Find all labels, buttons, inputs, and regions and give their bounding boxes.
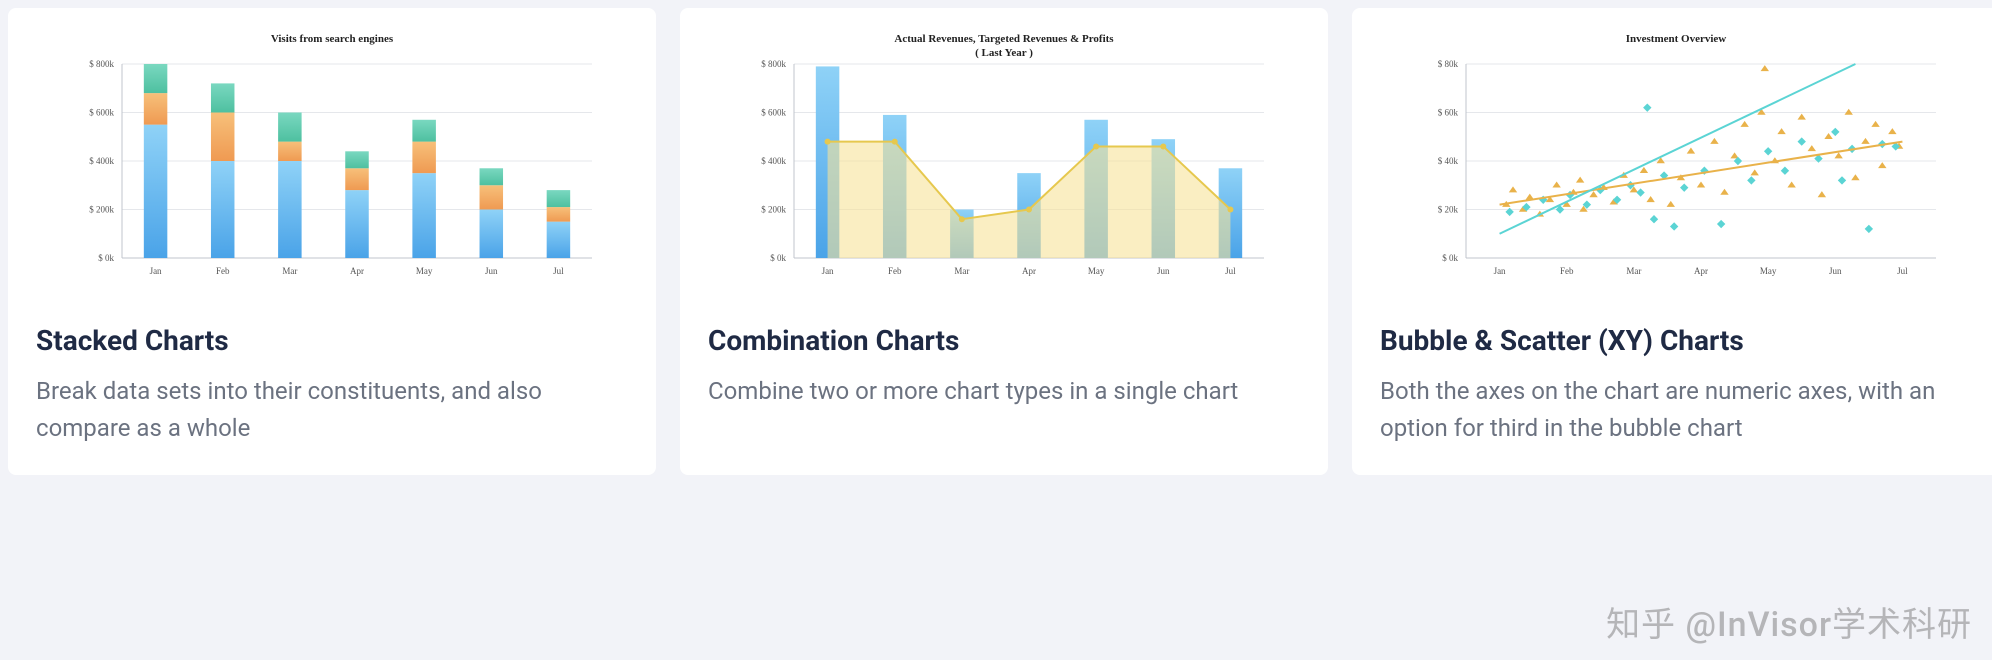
- svg-text:Mar: Mar: [282, 266, 297, 276]
- svg-text:Actual Revenues, Targeted Reve: Actual Revenues, Targeted Revenues & Pro…: [894, 33, 1114, 45]
- card-title: Combination Charts: [708, 324, 1300, 357]
- svg-text:$ 800k: $ 800k: [761, 59, 786, 69]
- svg-text:Jan: Jan: [822, 266, 834, 276]
- card-combination: Actual Revenues, Targeted Revenues & Pro…: [680, 8, 1328, 475]
- svg-text:May: May: [416, 266, 433, 276]
- svg-text:$ 0k: $ 0k: [98, 253, 114, 263]
- scatter-chart: Investment Overview $ 0k $ 20k $ 40k $ 60k $ …: [1380, 28, 1972, 288]
- svg-text:Jun: Jun: [485, 266, 498, 276]
- svg-text:Jul: Jul: [1897, 266, 1908, 276]
- card-desc: Both the axes on the chart are numeric a…: [1380, 373, 1972, 447]
- svg-text:Jul: Jul: [553, 266, 564, 276]
- svg-text:Feb: Feb: [216, 266, 230, 276]
- svg-text:$ 800k: $ 800k: [89, 59, 114, 69]
- svg-text:$ 40k: $ 40k: [1438, 156, 1459, 166]
- svg-text:Visits from search engines: Visits from search engines: [271, 33, 394, 45]
- svg-text:Jul: Jul: [1225, 266, 1236, 276]
- svg-text:$ 600k: $ 600k: [761, 108, 786, 118]
- svg-text:May: May: [1760, 266, 1777, 276]
- svg-text:( Last Year ): ( Last Year ): [975, 47, 1033, 59]
- svg-text:$ 400k: $ 400k: [761, 156, 786, 166]
- svg-text:Mar: Mar: [1626, 266, 1641, 276]
- svg-text:$ 80k: $ 80k: [1438, 59, 1459, 69]
- watermark-text: 知乎 @InVisor学术科研: [1606, 597, 1972, 646]
- svg-text:$ 400k: $ 400k: [89, 156, 114, 166]
- svg-text:$ 0k: $ 0k: [770, 253, 786, 263]
- svg-text:$ 600k: $ 600k: [89, 108, 114, 118]
- svg-text:Feb: Feb: [1560, 266, 1574, 276]
- svg-text:$ 60k: $ 60k: [1438, 108, 1459, 118]
- svg-text:Apr: Apr: [350, 266, 364, 276]
- svg-text:Mar: Mar: [954, 266, 969, 276]
- svg-text:Jun: Jun: [1157, 266, 1170, 276]
- card-stacked: Visits from search engines $ 0k $ 200k $ 40…: [8, 8, 656, 475]
- svg-text:Jan: Jan: [150, 266, 162, 276]
- card-desc: Combine two or more chart types in a sin…: [708, 373, 1300, 410]
- svg-text:Investment Overview: Investment Overview: [1626, 33, 1727, 45]
- combination-chart: Actual Revenues, Targeted Revenues & Pro…: [708, 28, 1300, 288]
- stacked-chart: Visits from search engines $ 0k $ 200k $ 40…: [36, 28, 628, 288]
- card-title: Stacked Charts: [36, 324, 628, 357]
- cards-row: Visits from search engines $ 0k $ 200k $ 40…: [8, 8, 1992, 475]
- svg-text:$ 200k: $ 200k: [761, 205, 786, 215]
- svg-text:$ 200k: $ 200k: [89, 205, 114, 215]
- svg-text:Apr: Apr: [1694, 266, 1708, 276]
- svg-text:$ 0k: $ 0k: [1442, 253, 1458, 263]
- svg-text:Jun: Jun: [1829, 266, 1842, 276]
- card-title: Bubble & Scatter (XY) Charts: [1380, 324, 1972, 357]
- svg-text:Apr: Apr: [1022, 266, 1036, 276]
- svg-text:Feb: Feb: [888, 266, 902, 276]
- svg-text:May: May: [1088, 266, 1105, 276]
- card-desc: Break data sets into their constituents,…: [36, 373, 628, 447]
- svg-text:Jan: Jan: [1494, 266, 1506, 276]
- card-scatter: Investment Overview $ 0k $ 20k $ 40k $ 60k $ …: [1352, 8, 1992, 475]
- svg-text:$ 20k: $ 20k: [1438, 205, 1459, 215]
